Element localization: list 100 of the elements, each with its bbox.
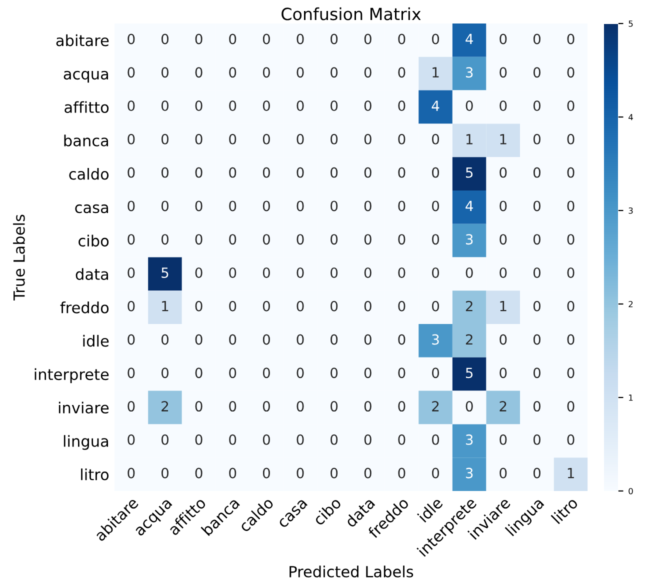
data-label: 0 [262,34,270,44]
data-label: 0 [330,368,338,378]
data-label: 0 [364,334,372,345]
data-label: 0 [533,401,540,412]
data-label: 0 [364,401,372,412]
data-label: 0 [567,134,574,144]
y-tick-label: lingua [64,435,108,450]
data-label: 0 [128,468,135,478]
y-tick-label: abitare [56,34,109,46]
data-label: 0 [330,100,338,112]
data-label: 4 [432,100,440,111]
data-label: 0 [500,34,507,44]
data-label: 0 [262,100,270,112]
data-label: 2 [466,334,472,345]
data-label: 0 [533,368,540,378]
data-label: 3 [466,468,473,478]
data-label: 0 [567,167,574,178]
data-label: 0 [432,234,440,245]
data-label: 0 [229,401,236,412]
data-label: 0 [262,67,270,78]
data-label: 0 [364,468,372,478]
data-label: 0 [432,200,440,212]
y-tick-label: affitto [64,101,109,114]
data-label: 0 [262,134,270,144]
data-label: 0 [161,134,168,144]
data-label: 0 [432,134,440,144]
data-label: 0 [364,267,372,278]
data-label: 0 [296,34,304,44]
data-label: 0 [262,334,270,345]
data-label: 0 [398,267,406,278]
data-label: 0 [296,267,304,278]
data-label: 0 [229,200,236,212]
data-label: 0 [229,334,236,345]
data-label: 0 [161,167,168,178]
y-axis-title: True Labels [13,214,25,301]
data-label: 0 [500,468,507,478]
data-label: 0 [567,334,574,345]
y-tick-label: banca [64,134,108,146]
data-label: 0 [161,67,168,78]
data-label: 0 [567,234,574,245]
data-label: 0 [330,468,338,478]
data-label: 0 [398,434,406,445]
x-axis-title: Predicted Labels [290,566,414,578]
data-label: 0 [296,368,304,378]
data-label: 0 [533,167,540,178]
data-label: 0 [296,67,304,78]
data-label: 0 [466,100,473,112]
data-label: 0 [296,434,304,445]
data-label: 0 [195,267,202,278]
data-label: 0 [364,67,372,78]
data-label: 0 [533,100,540,112]
data-label: 0 [128,267,135,278]
data-label: 0 [330,434,338,445]
data-label: 0 [229,67,236,78]
data-label: 0 [161,200,168,212]
data-label: 0 [398,234,406,245]
data-label: 0 [195,401,202,412]
data-label: 0 [195,34,202,44]
data-label: 0 [500,200,507,212]
data-label: 0 [128,67,135,78]
data-label: 3 [466,67,473,78]
y-tick-label: inviare [58,402,109,414]
data-label: 0 [161,468,168,478]
data-label: 0 [262,167,270,178]
data-label: 1 [500,134,506,144]
data-label: 0 [262,368,270,378]
data-label: 0 [330,300,338,312]
data-label: 0 [567,434,574,445]
data-label: 0 [229,267,236,278]
color-bar-label: 5 [628,20,633,27]
data-label: 0 [330,267,338,278]
data-label: 0 [229,434,236,445]
data-label: 0 [229,34,236,44]
data-label: 0 [533,200,540,212]
data-label: 0 [229,468,236,478]
data-label: 0 [567,100,574,112]
data-label: 0 [195,167,202,178]
data-label: 0 [500,67,507,78]
data-label: 0 [229,100,236,112]
data-label: 0 [398,34,406,44]
data-label: 0 [533,67,540,78]
data-label: 0 [296,134,304,144]
data-label: 0 [533,134,540,144]
data-label: 0 [398,134,406,144]
data-label: 0 [533,334,540,345]
data-label: 0 [398,167,406,178]
data-label: 0 [161,434,168,445]
color-bar-label: 1 [629,394,633,401]
data-label: 0 [195,200,202,212]
data-label: 0 [330,67,338,78]
data-label: 0 [364,134,372,144]
data-label: 4 [466,34,473,44]
data-label: 0 [364,234,372,245]
y-tick-label: data [76,268,108,280]
data-label: 0 [567,300,574,312]
data-label: 0 [533,267,540,278]
data-label: 0 [364,100,372,112]
data-label: 5 [466,167,473,178]
data-label: 0 [296,334,304,345]
data-label: 0 [466,267,473,278]
